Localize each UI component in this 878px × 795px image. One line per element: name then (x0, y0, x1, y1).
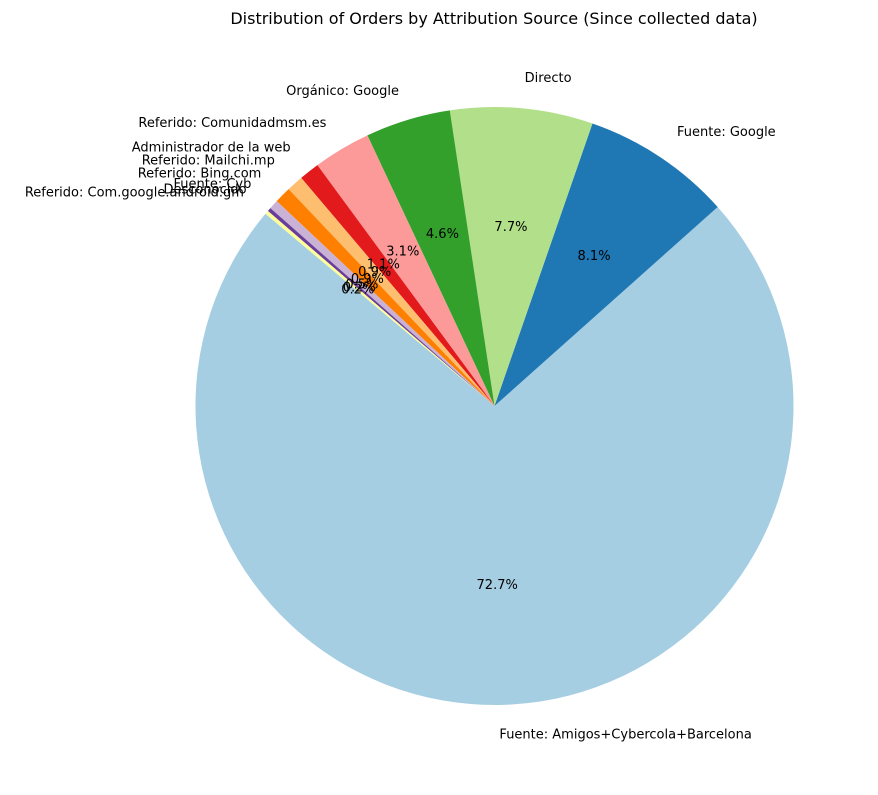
pct-label-referido-bing-com: 0.9% (351, 272, 384, 287)
slice-label-desconocido: Desconocido (164, 182, 247, 197)
slice-label-fuente-google: Fuente: Google (677, 125, 776, 140)
pie-slice-directo (449, 107, 593, 407)
slice-label-referido-comunidadmsm-es: Referido: Comunidadmsm.es (138, 116, 326, 131)
pie-slice-referido-bing-com (276, 189, 495, 406)
pct-label-referido-comunidadmsm-es: 3.1% (386, 244, 419, 259)
slice-label-referido-mailchi-mp: Referido: Mailchi.mp (142, 154, 275, 169)
slice-label-referido-com-google-android-gm: Referido: Com.google.android.gm (25, 186, 244, 201)
pie-slice-referido-com-google-android-gm (265, 210, 495, 406)
pie-labels: Fuente: Amigos+Cybercola+Barcelona 72.7% F… (25, 71, 776, 742)
pie-slice-fuente-amigos-cybercola-barcelona (195, 207, 794, 706)
pie-slice-administrador-de-la-web (301, 165, 495, 406)
pct-label-fuente-cyb: 0.5% (345, 278, 378, 293)
slice-label-referido-bing-com: Referido: Bing.com (138, 167, 262, 182)
pct-label-administrador-de-la-web: 1.1% (367, 258, 400, 273)
pct-label-desconocido: 0.2% (343, 281, 376, 296)
pie-slice-referido-comunidadmsm-es (317, 135, 495, 406)
pie-slice-fuente-cyb (270, 201, 495, 406)
pct-label-fuente-google: 8.1% (578, 249, 611, 264)
slice-label-fuente-amigos-cybercola-barcelona: Fuente: Amigos+Cybercola+Barcelona (499, 727, 751, 742)
chart-title: Distribution of Orders by Attribution So… (230, 9, 757, 28)
slice-label-administrador-de-la-web: Administrador de la web (132, 140, 291, 155)
slice-label-fuente-cyb: Fuente: Cyb (174, 177, 252, 192)
pct-label-referido-com-google-android-gm: 0.2% (341, 282, 374, 297)
pct-label-referido-mailchi-mp: 0.9% (358, 265, 391, 280)
pie-slice-org-nico-google (367, 110, 495, 406)
pie-slice-desconocido (267, 208, 495, 406)
pie-slice-fuente-google (494, 123, 718, 406)
pct-label-directo: 7.7% (494, 220, 527, 235)
pie-slice-referido-mailchi-mp (288, 177, 495, 406)
slice-label-org-nico-google: Orgánico: Google (286, 84, 399, 99)
pie-slices (195, 107, 794, 706)
slice-label-directo: Directo (525, 71, 572, 86)
pct-label-fuente-amigos-cybercola-barcelona: 72.7% (477, 578, 518, 593)
pct-label-org-nico-google: 4.6% (426, 227, 459, 242)
